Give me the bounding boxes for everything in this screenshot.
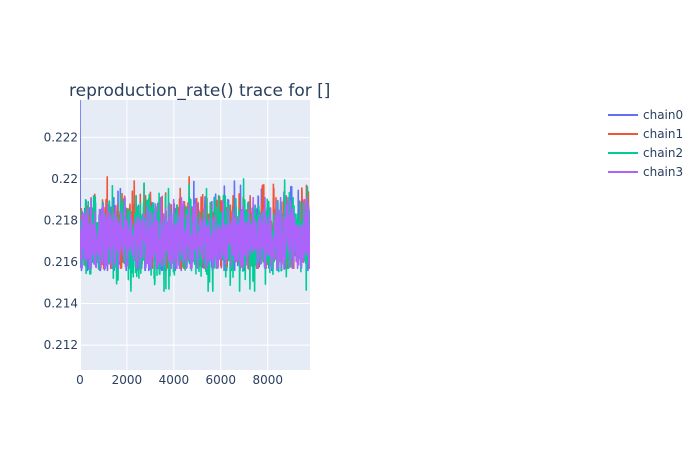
y-tick-label: 0.216: [44, 255, 78, 269]
y-tick-label: 0.22: [51, 172, 78, 186]
y-tick-label: 0.222: [44, 130, 78, 144]
legend-item-chain0[interactable]: chain0: [608, 108, 683, 122]
x-tick-label: 4000: [159, 373, 190, 387]
series-layer: [80, 100, 310, 292]
x-tick-label: 8000: [252, 373, 283, 387]
x-tick-label: 2000: [112, 373, 143, 387]
series-line-chain3: [80, 196, 310, 270]
y-tick-label: 0.212: [44, 338, 78, 352]
legend: chain0 chain1 chain2 chain3: [608, 108, 683, 179]
legend-label: chain3: [643, 165, 683, 179]
legend-item-chain3[interactable]: chain3: [608, 165, 683, 179]
y-axis-ticks: 0.212 0.214 0.216 0.218 0.22 0.222: [44, 130, 78, 352]
x-tick-label: 0: [76, 373, 84, 387]
x-axis-ticks: 0 2000 4000 6000 8000: [76, 373, 283, 387]
legend-label: chain0: [643, 108, 683, 122]
chart-title: reproduction_rate() trace for []: [69, 81, 330, 101]
y-tick-label: 0.214: [44, 297, 78, 311]
legend-label: chain1: [643, 127, 683, 141]
legend-label: chain2: [643, 146, 683, 160]
legend-item-chain2[interactable]: chain2: [608, 146, 683, 160]
y-tick-label: 0.218: [44, 213, 78, 227]
x-tick-label: 6000: [206, 373, 237, 387]
legend-item-chain1[interactable]: chain1: [608, 127, 683, 141]
